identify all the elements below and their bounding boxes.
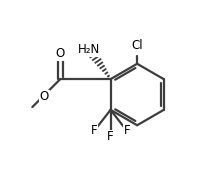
Text: O: O: [56, 47, 65, 60]
Text: F: F: [107, 130, 114, 143]
Text: F: F: [91, 124, 97, 137]
Text: Cl: Cl: [131, 39, 143, 52]
Text: F: F: [124, 124, 131, 137]
Text: O: O: [40, 90, 49, 103]
Text: H₂N: H₂N: [78, 43, 100, 56]
